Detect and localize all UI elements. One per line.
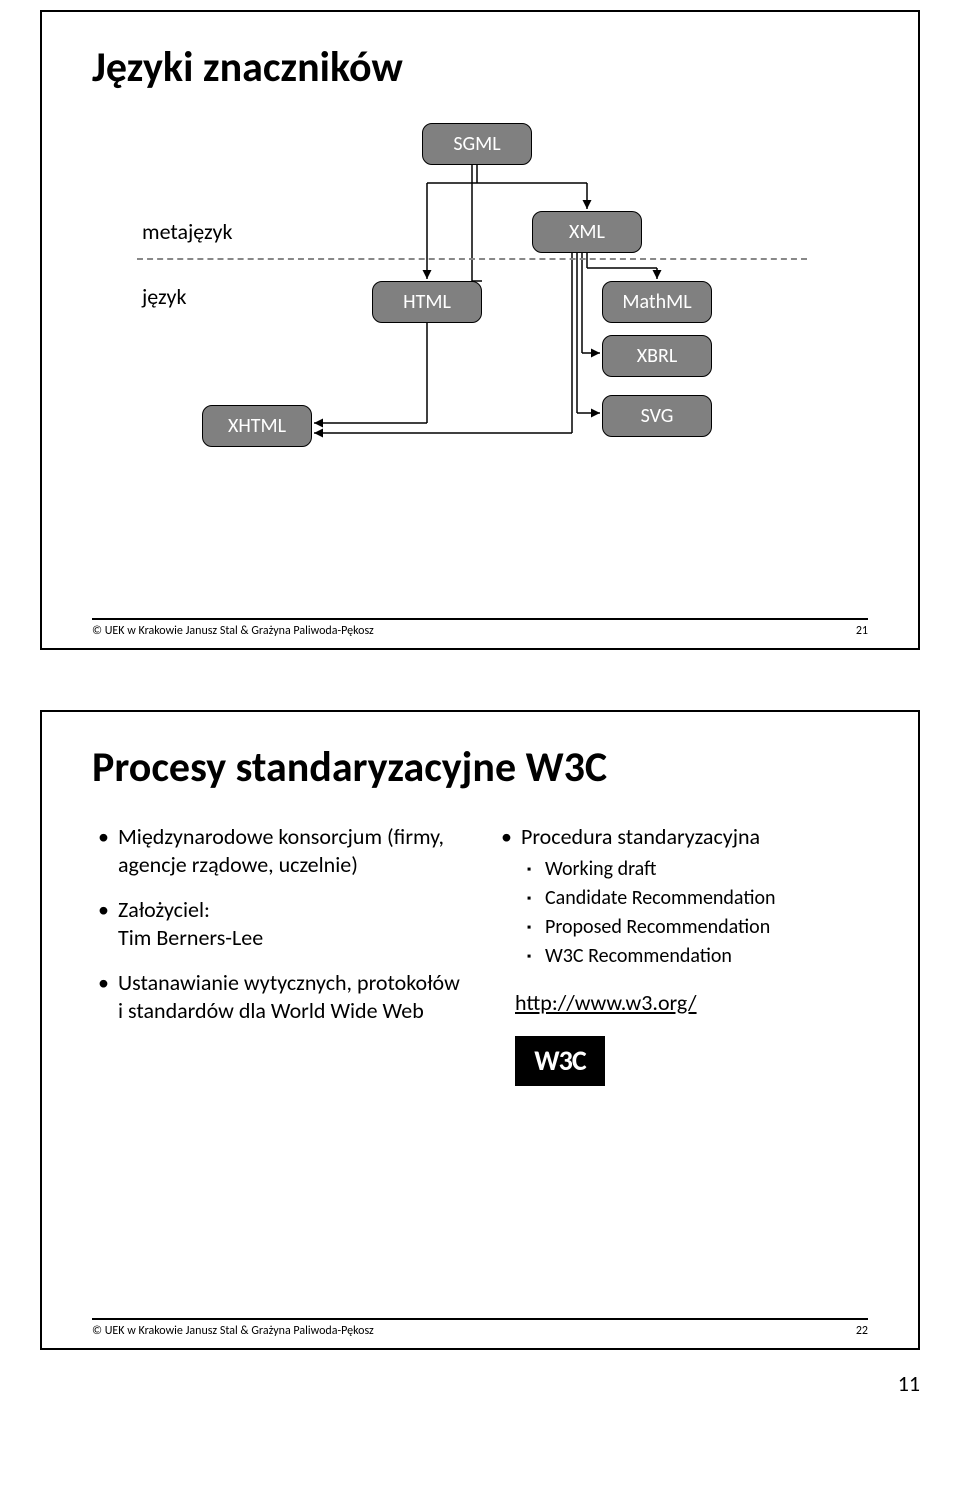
footer-right: 21: [856, 624, 868, 638]
node-mathml: MathML: [602, 281, 712, 323]
b2-line1: Założyciel:: [118, 896, 210, 923]
left-bullet-3: Ustanawianie wytycznych, protokołów i st…: [98, 969, 465, 1024]
diagram: metajęzyk język SGML XML HTML MathML XBR…: [92, 123, 868, 503]
slide2-footer: © UEK w Krakowie Janusz Stal & Grażyna P…: [92, 1318, 868, 1338]
label-jezyk: język: [142, 283, 186, 310]
slide-1: Języki znaczników: [40, 10, 920, 650]
right-column: Procedura standaryzacyjna Working draft …: [495, 823, 868, 1086]
w3c-link[interactable]: http://www.w3.org/: [495, 989, 868, 1016]
sub-4: W3C Recommendation: [527, 944, 868, 969]
label-metajezyk: metajęzyk: [142, 218, 233, 245]
footer-left-2: © UEK w Krakowie Janusz Stal & Grażyna P…: [92, 1324, 374, 1338]
node-xml: XML: [532, 211, 642, 253]
b2-line2: Tim Berners-Lee: [118, 924, 263, 951]
left-bullet-1: Międzynarodowe konsorcjum (firmy, agencj…: [98, 823, 465, 878]
left-column: Międzynarodowe konsorcjum (firmy, agencj…: [92, 823, 465, 1086]
right-bullet-1: Procedura standaryzacyjna Working draft …: [501, 823, 868, 969]
slide1-title: Języki znaczników: [92, 42, 868, 93]
r-b1-text: Procedura standaryzacyjna: [521, 823, 760, 850]
two-columns: Międzynarodowe konsorcjum (firmy, agencj…: [92, 823, 868, 1086]
dashed-separator: [137, 258, 807, 260]
slide1-footer: © UEK w Krakowie Janusz Stal & Grażyna P…: [92, 618, 868, 638]
w3c-logo-icon: W3C: [515, 1036, 605, 1086]
node-xhtml: XHTML: [202, 405, 312, 447]
sub-1: Working draft: [527, 857, 868, 882]
sub-3: Proposed Recommendation: [527, 915, 868, 940]
node-svg: SVG: [602, 395, 712, 437]
node-html: HTML: [372, 281, 482, 323]
sub-list: Working draft Candidate Recommendation P…: [521, 857, 868, 969]
footer-left: © UEK w Krakowie Janusz Stal & Grażyna P…: [92, 624, 374, 638]
page-number: 11: [0, 1370, 920, 1397]
footer-right-2: 22: [856, 1324, 868, 1338]
node-sgml: SGML: [422, 123, 532, 165]
sub-2: Candidate Recommendation: [527, 886, 868, 911]
left-bullet-2: Założyciel: Tim Berners-Lee: [98, 896, 465, 951]
node-xbrl: XBRL: [602, 335, 712, 377]
slide2-title: Procesy standaryzacyjne W3C: [92, 742, 868, 793]
slide-2: Procesy standaryzacyjne W3C Międzynarodo…: [40, 710, 920, 1350]
